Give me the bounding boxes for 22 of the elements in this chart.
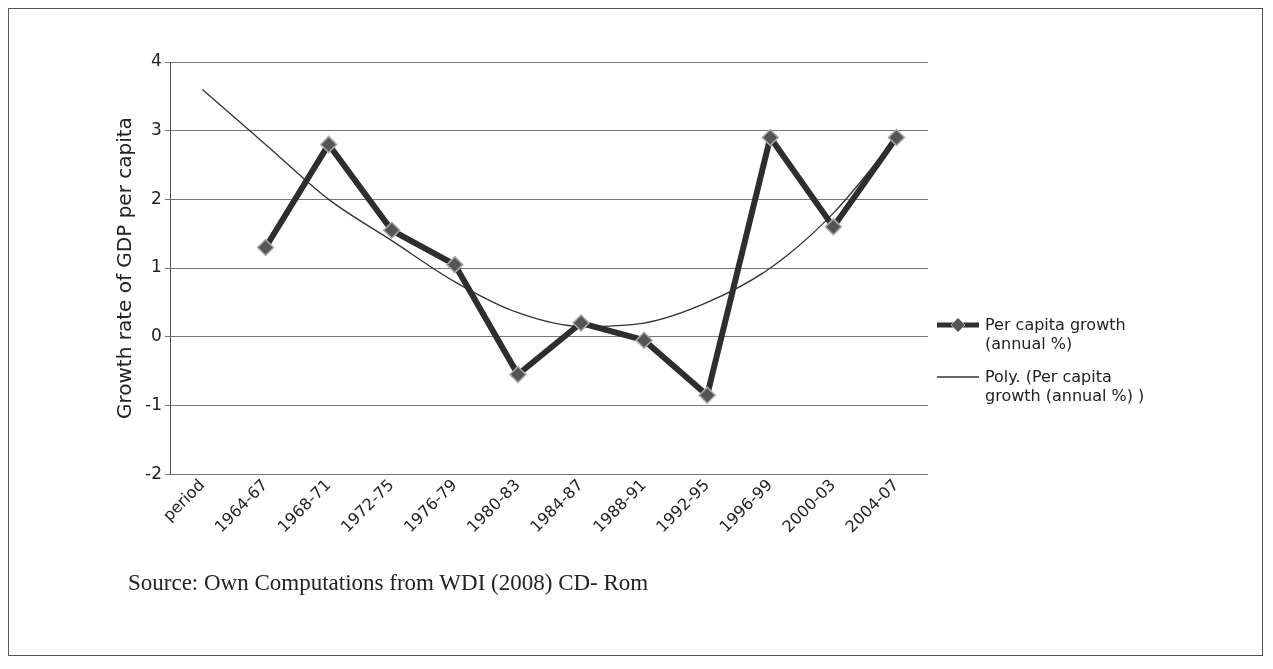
y-axis-title: Growth rate of GDP per capita xyxy=(112,117,137,420)
source-note: Source: Own Computations from WDI (2008) CD- Rom xyxy=(128,570,649,596)
y-tick-label: 2 xyxy=(151,187,162,208)
point xyxy=(383,221,401,240)
y-tick-label: 3 xyxy=(151,119,162,140)
point xyxy=(509,365,527,384)
y-tick-label: -2 xyxy=(145,462,162,483)
y-tick-label: -1 xyxy=(145,393,162,414)
point xyxy=(319,135,338,154)
legend-label: Poly. (Per capita growth (annual %) ) xyxy=(985,367,1146,405)
point xyxy=(887,128,906,147)
y-tick-label: 4 xyxy=(151,50,162,71)
point xyxy=(761,128,780,147)
point xyxy=(698,386,716,404)
y-tick-label: 1 xyxy=(151,256,162,277)
y-tick-label: 0 xyxy=(151,325,162,346)
point xyxy=(824,218,843,236)
point xyxy=(635,331,653,349)
point xyxy=(572,314,590,332)
legend-label: Per capita growth (annual %) xyxy=(985,315,1127,353)
point xyxy=(446,255,464,274)
point xyxy=(256,238,275,257)
